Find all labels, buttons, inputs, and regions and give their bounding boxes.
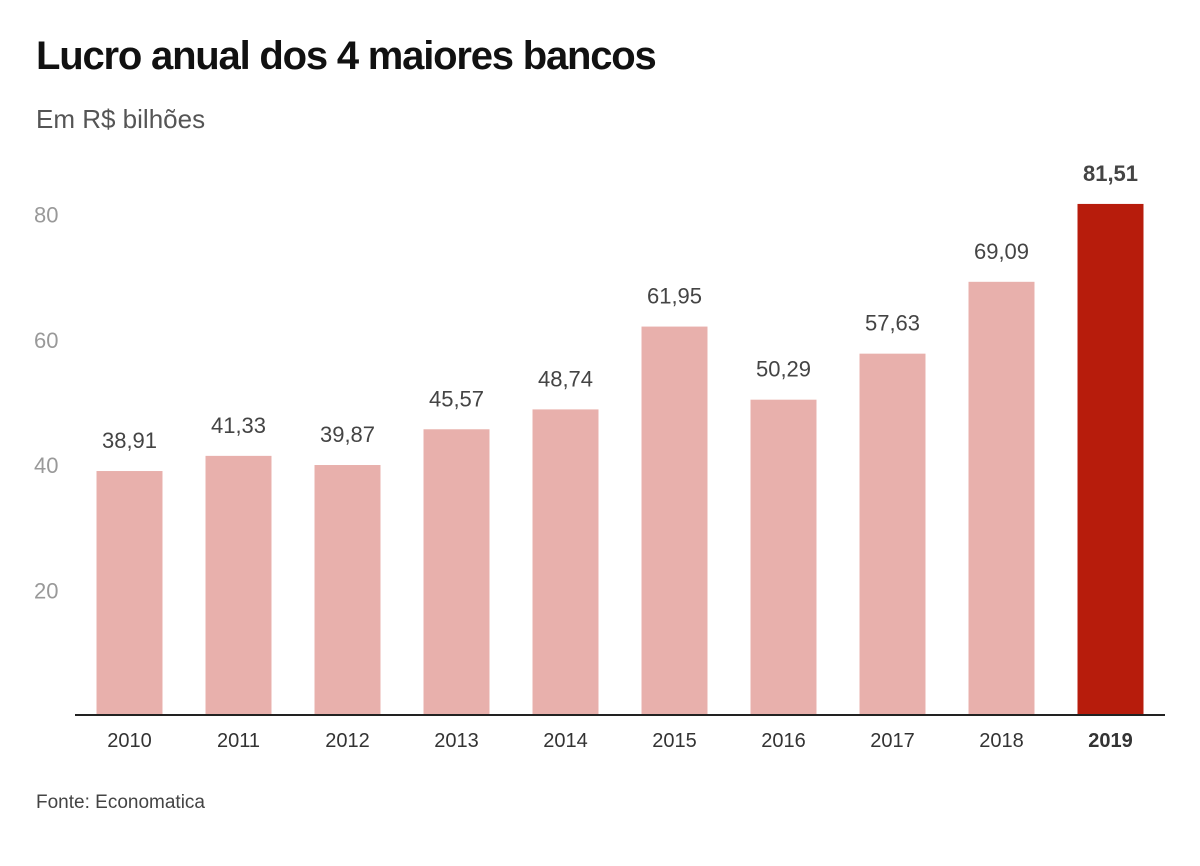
chart-source: Fonte: Economatica (36, 792, 205, 813)
chart-title: Lucro anual dos 4 maiores bancos (36, 34, 657, 78)
x-tick-label: 2018 (979, 730, 1024, 752)
x-tick-label: 2012 (325, 730, 370, 752)
bar (1077, 203, 1144, 715)
data-label: 61,95 (647, 284, 702, 309)
x-tick-label: 2016 (761, 730, 806, 752)
data-label: 39,87 (320, 422, 375, 447)
data-label: 48,74 (538, 366, 593, 391)
x-tick-label: 2010 (107, 730, 152, 752)
data-label: 69,09 (974, 239, 1029, 264)
x-tick-label: 2017 (870, 730, 915, 752)
x-tick-label: 2015 (652, 730, 697, 752)
data-label: 41,33 (211, 413, 266, 438)
bar (205, 455, 272, 715)
data-label: 50,29 (756, 357, 811, 382)
bar (859, 353, 926, 715)
data-label: 38,91 (102, 428, 157, 453)
chart-subtitle: Em R$ bilhões (36, 104, 206, 134)
x-tick-label: 2013 (434, 730, 479, 752)
bar (314, 465, 381, 715)
data-label: 81,51 (1083, 161, 1138, 186)
bar (532, 409, 599, 715)
data-label: 57,63 (865, 311, 920, 336)
y-tick-label: 80 (34, 202, 58, 227)
x-tick-label: 2019 (1088, 730, 1133, 752)
x-tick-label: 2011 (217, 730, 260, 752)
bar (968, 281, 1035, 715)
bar (96, 471, 163, 715)
x-tick-label: 2014 (543, 730, 588, 752)
bar (423, 429, 490, 715)
data-label: 45,57 (429, 386, 484, 411)
bar (750, 399, 817, 715)
y-tick-label: 20 (34, 579, 58, 604)
y-tick-label: 40 (34, 453, 58, 478)
y-tick-label: 60 (34, 328, 58, 353)
bar (641, 326, 708, 715)
